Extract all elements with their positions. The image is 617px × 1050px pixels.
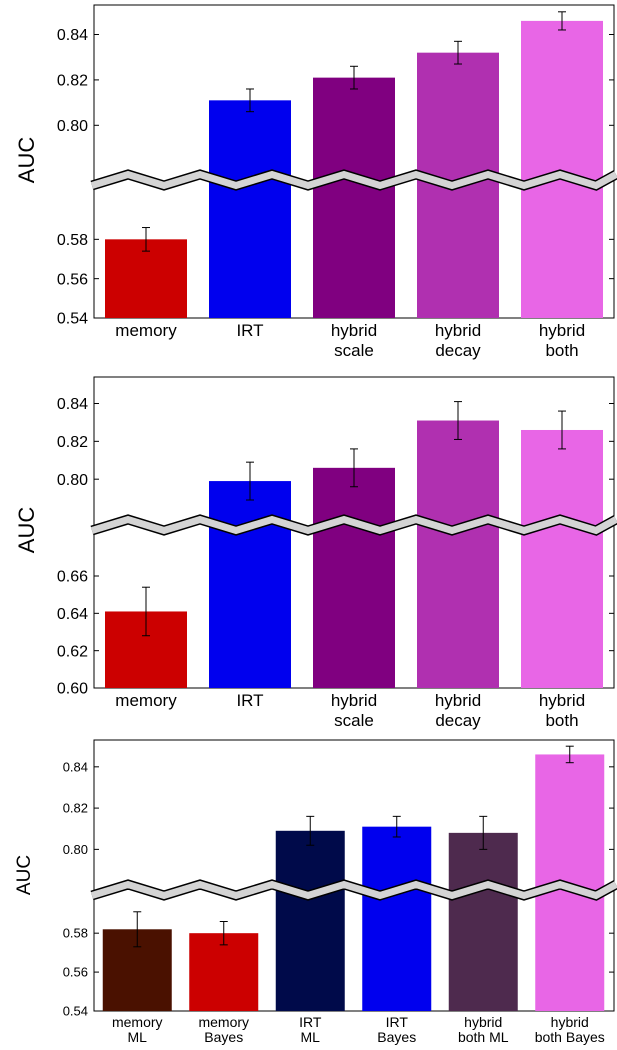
error-bar-2 <box>246 88 254 113</box>
x-tick-label: IRT <box>299 1014 322 1030</box>
x-tick-label: IRT <box>386 1014 409 1030</box>
y-tick-label: 0.82 <box>57 434 88 451</box>
error-bar-5 <box>558 11 566 31</box>
y-tick-label: 0.66 <box>57 569 88 586</box>
x-tick-label: hybrid <box>464 1014 502 1030</box>
bar-2 <box>209 100 291 318</box>
y-tick-label: 0.56 <box>63 965 88 980</box>
y-tick-label: 0.54 <box>63 1004 88 1019</box>
x-tick-label: hybrid <box>435 691 481 710</box>
y-tick-label: 0.56 <box>57 271 88 288</box>
x-tick-label: memory <box>115 691 177 710</box>
x-tick-label: memory <box>115 321 177 340</box>
x-tick-label: IRT <box>236 321 263 340</box>
bar-3 <box>313 77 395 318</box>
x-tick-label: IRT <box>236 691 263 710</box>
error-bar-5 <box>558 410 566 450</box>
plot-frame <box>93 739 615 1012</box>
y-tick-label: 0.82 <box>57 73 88 90</box>
x-tick-label: ML <box>128 1029 148 1045</box>
axis-break <box>90 879 617 901</box>
bar-4 <box>417 420 499 688</box>
x-tick-label: Bayes <box>204 1029 243 1045</box>
x-tick-label: both ML <box>458 1029 509 1045</box>
axis-break-fill <box>90 880 617 900</box>
x-tick-label: hybrid <box>551 1014 589 1030</box>
chart-panel-1: 0.54 0.56 0.58 0.80 0.82 0.84 AUC memory IRT hybr… <box>14 4 617 360</box>
axis-break-fill <box>90 170 617 190</box>
error-bar-6 <box>565 745 574 764</box>
x-tick-label: ML <box>301 1029 321 1045</box>
bar-2 <box>209 481 291 688</box>
x-tick-label: both <box>545 341 578 360</box>
y-tick-label: 0.80 <box>63 842 88 857</box>
y-tick-label: 0.84 <box>63 759 88 774</box>
chart-panel-3: 0.540.560.580.800.820.84AUCmemoryMLmemor… <box>14 739 617 1045</box>
x-tick-label: hybrid <box>539 691 585 710</box>
y-tick-label: 0.60 <box>57 681 88 698</box>
error-bar-4 <box>392 815 401 838</box>
y-axis-label: AUC <box>14 507 39 554</box>
y-tick-label: 0.62 <box>57 643 88 660</box>
axis-break <box>90 514 617 536</box>
y-tick-label: 0.58 <box>63 926 88 941</box>
x-tick-label: hybrid <box>331 691 377 710</box>
error-bar-4 <box>454 40 462 65</box>
chart-panel-2: 0.60 0.62 0.64 0.66 0.80 0.82 0.84 AUC memory IRT… <box>14 376 617 730</box>
x-tick-label: both <box>545 711 578 730</box>
x-tick-label: both Bayes <box>535 1029 605 1045</box>
bar-2 <box>189 933 259 1011</box>
error-bar-2 <box>246 461 254 501</box>
x-tick-label: hybrid <box>331 321 377 340</box>
y-axis-label: AUC <box>14 855 35 895</box>
x-tick-label: hybrid <box>435 321 481 340</box>
y-tick-label: 0.80 <box>57 118 88 135</box>
x-tick-label: memory <box>198 1014 249 1030</box>
error-bar-2 <box>219 921 228 946</box>
x-tick-label: hybrid <box>539 321 585 340</box>
x-tick-label: memory <box>112 1014 163 1030</box>
y-tick-label: 0.84 <box>57 396 88 413</box>
x-tick-label: Bayes <box>377 1029 416 1045</box>
axis-break-fill <box>90 515 617 535</box>
y-tick-label: 0.82 <box>63 801 88 816</box>
error-bar-1 <box>142 227 150 252</box>
error-bar-1 <box>142 586 150 637</box>
x-tick-label: decay <box>435 711 481 730</box>
y-tick-label: 0.64 <box>57 606 88 623</box>
error-bar-3 <box>350 65 358 90</box>
y-tick-label: 0.54 <box>57 311 88 328</box>
bar-5 <box>521 429 603 688</box>
bar-1 <box>105 239 187 318</box>
y-tick-label: 0.80 <box>57 472 88 489</box>
error-bar-1 <box>133 911 142 948</box>
axis-break <box>90 169 617 191</box>
x-tick-label: scale <box>334 711 374 730</box>
bar-3 <box>313 467 395 688</box>
x-tick-label: scale <box>334 341 374 360</box>
x-tick-label: decay <box>435 341 481 360</box>
error-bar-4 <box>454 401 462 440</box>
bar-3 <box>275 830 345 1011</box>
y-axis-label: AUC <box>14 137 39 184</box>
bar-4 <box>362 826 432 1011</box>
y-tick-label: 0.84 <box>57 27 88 44</box>
bar-5 <box>521 20 603 319</box>
error-bar-3 <box>350 448 358 488</box>
error-bar-3 <box>306 815 315 846</box>
error-bar-5 <box>479 815 488 850</box>
bar-5 <box>448 832 518 1011</box>
y-tick-label: 0.58 <box>57 232 88 249</box>
